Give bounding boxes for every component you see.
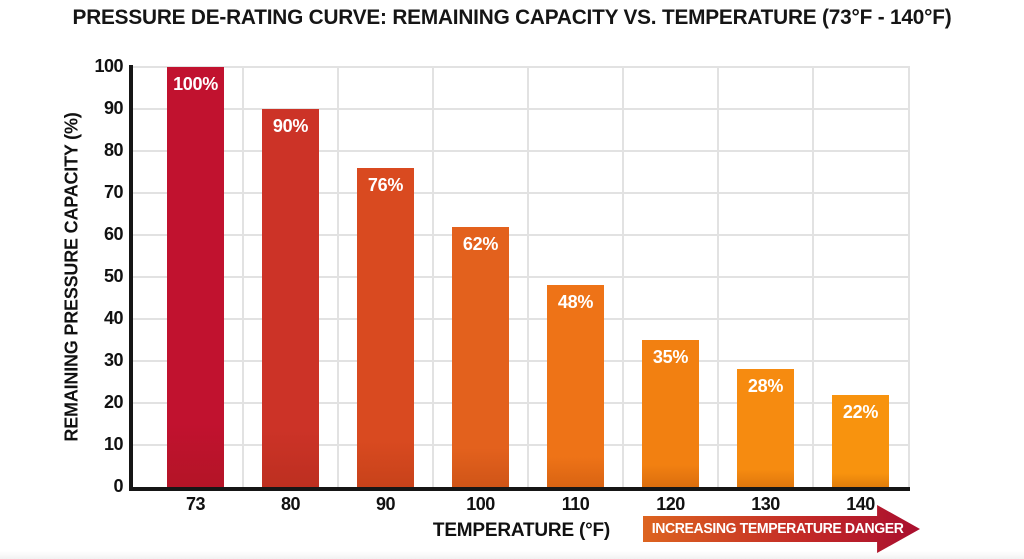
chart-title: PRESSURE DE-RATING CURVE: REMAINING CAPA… [72, 6, 952, 29]
y-tick-label: 30 [103, 350, 124, 370]
gridline-horizontal [133, 276, 910, 278]
y-tick-label: 90 [103, 98, 124, 118]
bar-value-label: 90% [272, 116, 309, 136]
y-axis-line [129, 65, 133, 491]
gridline-horizontal [133, 66, 910, 68]
bar-value-label: 22% [842, 401, 879, 422]
y-tick-label: 50 [103, 266, 124, 286]
gridline-horizontal [133, 192, 910, 194]
x-axis-line [129, 487, 910, 491]
y-tick-label: 40 [103, 308, 124, 328]
bar: 90% [262, 109, 319, 487]
plot-area: 100% 73 90% 80 76% 90 62% 100 48% 110 35% 120 28% 130… [129, 65, 910, 514]
y-tick-label: 10 [103, 434, 124, 454]
y-tick-label: 70 [103, 182, 124, 202]
gridline-horizontal [133, 402, 910, 404]
y-tick-label: 0 [113, 476, 123, 496]
x-tick-label: 80 [280, 494, 301, 514]
bar: 100% [167, 67, 224, 487]
y-tick-label: 80 [103, 140, 124, 160]
x-tick-label: 140 [846, 494, 875, 514]
bar-value-label: 62% [462, 233, 499, 254]
bar: 76% [357, 167, 414, 487]
bar: 22% [832, 394, 889, 487]
bar-value-label: 35% [652, 347, 689, 367]
x-tick-label: 120 [656, 494, 685, 514]
y-tick-label: 20 [103, 392, 124, 412]
bar-value-label: 28% [747, 376, 784, 397]
gridline-horizontal [133, 444, 910, 446]
bar-value-label: 48% [557, 292, 594, 313]
gridline-horizontal [133, 150, 910, 152]
bar: 48% [547, 285, 604, 487]
bar: 62% [452, 226, 509, 487]
x-tick-label: 90 [375, 494, 396, 514]
bar-value-label: 100% [173, 74, 218, 94]
bottom-shadow [0, 551, 1024, 559]
y-tick-label: 60 [103, 224, 124, 244]
y-tick-label: 100 [94, 56, 123, 76]
bar: 28% [737, 369, 794, 487]
bar-value-label: 76% [367, 174, 404, 195]
gridline-horizontal [133, 360, 910, 362]
x-axis-title: TEMPERATURE (°F) [432, 520, 611, 541]
x-tick-label: 110 [561, 494, 590, 514]
gridline-horizontal [133, 318, 910, 320]
x-tick-label: 130 [751, 494, 780, 514]
gridline-horizontal [133, 234, 910, 236]
danger-arrow-label: INCREASING TEMPERATURE DANGER [651, 521, 904, 537]
gridline-horizontal [133, 108, 910, 110]
x-tick-label: 73 [185, 494, 206, 514]
bar: 35% [642, 340, 699, 487]
x-tick-label: 100 [466, 494, 495, 514]
